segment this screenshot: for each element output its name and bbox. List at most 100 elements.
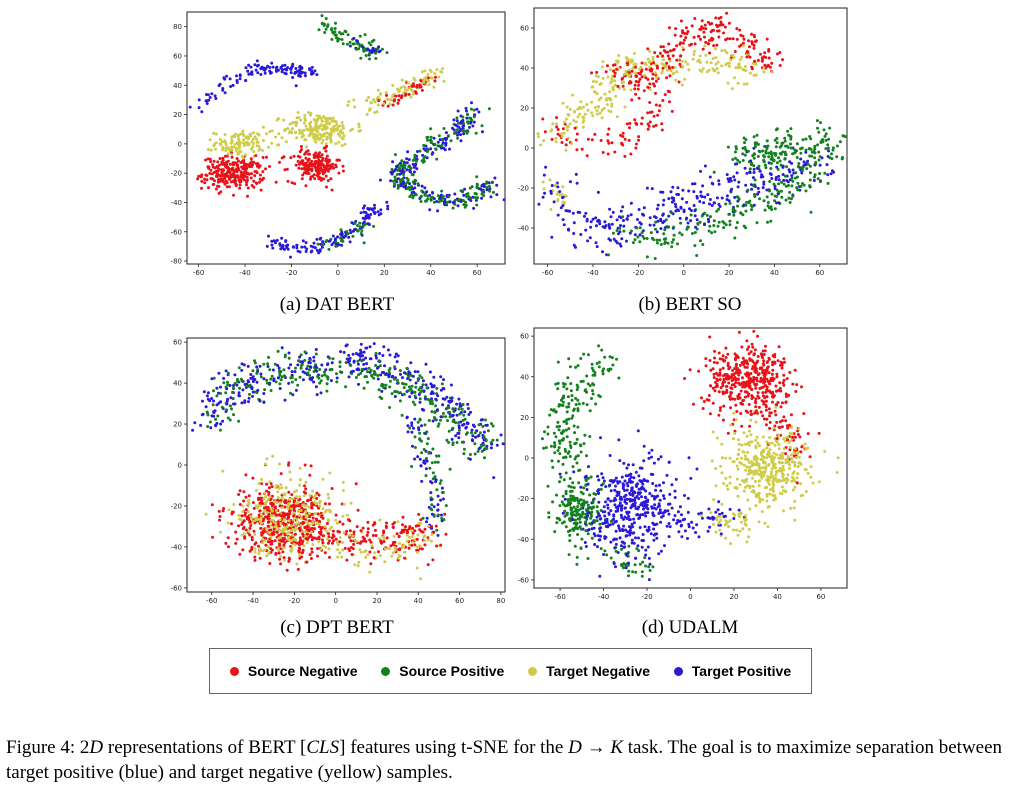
point-target-positive xyxy=(829,172,833,176)
point-source-negative xyxy=(411,531,415,535)
point-target-negative xyxy=(660,71,664,75)
point-target-negative xyxy=(572,109,576,113)
point-target-negative xyxy=(238,140,241,143)
point-target-positive xyxy=(376,365,380,369)
point-target-positive xyxy=(354,352,358,355)
point-source-positive xyxy=(427,419,431,422)
point-target-positive xyxy=(455,119,459,123)
point-target-positive xyxy=(806,159,810,163)
point-source-negative xyxy=(258,509,262,513)
point-source-positive xyxy=(789,146,793,150)
point-source-positive xyxy=(784,198,788,202)
point-target-positive xyxy=(480,196,484,200)
point-source-positive xyxy=(772,182,776,186)
points-group xyxy=(540,329,840,582)
point-source-negative xyxy=(613,150,617,154)
point-target-positive xyxy=(348,228,352,232)
point-source-negative xyxy=(699,28,703,31)
point-source-negative xyxy=(666,50,670,54)
point-target-negative xyxy=(253,547,257,551)
point-source-negative xyxy=(211,535,215,539)
point-source-negative xyxy=(398,548,402,552)
point-source-negative xyxy=(278,160,281,164)
point-target-negative xyxy=(279,523,283,527)
point-target-positive xyxy=(238,77,242,81)
point-source-negative xyxy=(423,543,427,547)
point-target-positive xyxy=(191,428,195,432)
point-target-positive xyxy=(240,368,244,372)
point-source-positive xyxy=(801,165,805,169)
point-source-positive xyxy=(320,21,324,25)
point-source-negative xyxy=(232,193,235,197)
point-target-negative xyxy=(254,516,258,520)
point-target-negative xyxy=(595,80,598,84)
point-source-negative xyxy=(677,80,681,84)
point-source-negative xyxy=(323,165,326,169)
point-source-positive xyxy=(633,238,637,242)
point-target-positive xyxy=(380,389,384,393)
point-source-positive xyxy=(205,410,209,414)
point-target-negative xyxy=(572,119,576,122)
point-target-positive xyxy=(727,199,731,203)
points-group xyxy=(191,342,505,581)
point-source-negative xyxy=(606,64,609,68)
point-target-positive xyxy=(240,401,244,405)
point-source-negative xyxy=(222,507,226,510)
point-target-negative xyxy=(598,111,602,115)
point-source-negative xyxy=(269,547,273,551)
y-tick-label: -80 xyxy=(171,258,182,266)
point-source-negative xyxy=(661,99,665,102)
point-source-negative xyxy=(265,482,269,486)
point-target-negative xyxy=(349,501,353,505)
point-target-positive xyxy=(410,391,414,395)
point-target-negative xyxy=(419,522,423,525)
point-source-positive xyxy=(413,153,417,157)
point-source-positive xyxy=(568,444,572,447)
point-target-positive xyxy=(781,165,785,169)
point-source-negative xyxy=(330,487,334,490)
point-target-positive xyxy=(450,437,454,441)
point-target-negative xyxy=(725,62,729,65)
point-source-positive xyxy=(328,356,332,360)
point-source-negative xyxy=(278,557,282,561)
point-target-positive xyxy=(734,162,737,166)
y-tick-label: 60 xyxy=(520,25,529,33)
point-target-negative xyxy=(664,65,668,69)
point-source-positive xyxy=(743,153,747,157)
point-target-positive xyxy=(736,185,740,189)
point-source-positive xyxy=(712,170,716,174)
point-target-positive xyxy=(214,97,218,100)
point-target-negative xyxy=(251,137,255,141)
point-source-positive xyxy=(664,218,668,222)
point-target-positive xyxy=(693,182,697,186)
point-target-negative xyxy=(230,153,234,156)
point-source-negative xyxy=(369,562,373,566)
caption-a: (a) DAT BERT xyxy=(279,294,395,315)
point-target-negative xyxy=(253,135,257,139)
point-source-positive xyxy=(366,380,369,384)
point-target-positive xyxy=(490,442,494,446)
point-source-negative xyxy=(264,167,267,171)
point-source-negative xyxy=(644,67,648,71)
point-target-negative xyxy=(748,71,752,75)
point-target-negative xyxy=(314,121,318,125)
point-source-negative xyxy=(300,159,304,163)
point-target-negative xyxy=(264,500,268,504)
point-target-negative xyxy=(271,519,275,522)
point-source-positive xyxy=(325,239,329,242)
point-target-negative xyxy=(562,131,566,135)
point-source-negative xyxy=(382,529,386,533)
point-target-positive xyxy=(609,215,613,219)
point-target-negative xyxy=(292,542,296,546)
point-target-positive xyxy=(303,371,307,375)
point-source-negative xyxy=(741,34,745,38)
point-target-positive xyxy=(680,197,684,201)
point-target-positive xyxy=(376,210,380,214)
point-source-negative xyxy=(309,175,313,179)
point-target-negative xyxy=(410,529,414,533)
point-target-negative xyxy=(648,49,652,53)
point-source-negative xyxy=(279,532,283,536)
point-source-negative xyxy=(684,26,688,30)
point-source-negative xyxy=(364,539,368,543)
point-source-positive xyxy=(411,400,415,404)
